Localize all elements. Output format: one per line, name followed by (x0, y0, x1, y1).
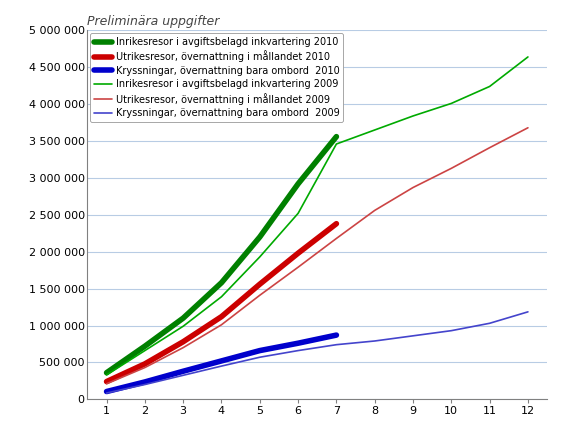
Utrikesresor, övernattning i mållandet 2009 (295, 265, 302, 270)
Inrikesresor i avgiftsbelagd inkvartering 2009 (218, 294, 225, 299)
Legend: Inrikesresor i avgiftsbelagd inkvartering 2010, Utrikesresor, övernattning i mål: Inrikesresor i avgiftsbelagd inkvarterin… (90, 33, 343, 122)
Line: Kryssningar, övernattning bara ombord  2010: Kryssningar, övernattning bara ombord 20… (107, 335, 336, 391)
Inrikesresor i avgiftsbelagd inkvartering 2009 (257, 254, 263, 260)
Inrikesresor i avgiftsbelagd inkvartering 2009 (333, 141, 340, 147)
Kryssningar, övernattning bara ombord  2010 (142, 379, 148, 385)
Kryssningar, övernattning bara ombord  2009 (180, 373, 187, 378)
Line: Kryssningar, övernattning bara ombord  2009: Kryssningar, övernattning bara ombord 20… (107, 312, 528, 393)
Utrikesresor, övernattning i mållandet 2009 (486, 145, 493, 150)
Utrikesresor, övernattning i mållandet 2009 (142, 365, 148, 370)
Kryssningar, övernattning bara ombord  2010 (295, 341, 302, 346)
Kryssningar, övernattning bara ombord  2010 (103, 389, 110, 394)
Kryssningar, övernattning bara ombord  2009 (218, 364, 225, 369)
Inrikesresor i avgiftsbelagd inkvartering 2009 (525, 54, 531, 59)
Inrikesresor i avgiftsbelagd inkvartering 2009 (180, 324, 187, 329)
Inrikesresor i avgiftsbelagd inkvartering 2009 (371, 128, 378, 133)
Inrikesresor i avgiftsbelagd inkvartering 2010 (333, 134, 340, 139)
Kryssningar, övernattning bara ombord  2009 (525, 309, 531, 315)
Inrikesresor i avgiftsbelagd inkvartering 2010 (142, 344, 148, 349)
Kryssningar, övernattning bara ombord  2009 (295, 348, 302, 353)
Utrikesresor, övernattning i mållandet 2009 (448, 166, 455, 171)
Line: Inrikesresor i avgiftsbelagd inkvartering 2010: Inrikesresor i avgiftsbelagd inkvarterin… (107, 137, 336, 373)
Inrikesresor i avgiftsbelagd inkvartering 2009 (448, 101, 455, 106)
Utrikesresor, övernattning i mållandet 2010 (257, 282, 263, 287)
Inrikesresor i avgiftsbelagd inkvartering 2010 (180, 316, 187, 321)
Kryssningar, övernattning bara ombord  2010 (180, 368, 187, 374)
Utrikesresor, övernattning i mållandet 2009 (218, 322, 225, 327)
Utrikesresor, övernattning i mållandet 2009 (409, 185, 416, 190)
Utrikesresor, övernattning i mållandet 2009 (180, 345, 187, 350)
Utrikesresor, övernattning i mållandet 2009 (103, 381, 110, 386)
Inrikesresor i avgiftsbelagd inkvartering 2010 (103, 370, 110, 375)
Utrikesresor, övernattning i mållandet 2010 (218, 314, 225, 319)
Line: Utrikesresor, övernattning i mållandet 2010: Utrikesresor, övernattning i mållandet 2… (107, 224, 336, 381)
Utrikesresor, övernattning i mållandet 2010 (180, 339, 187, 344)
Utrikesresor, övernattning i mållandet 2009 (525, 125, 531, 130)
Inrikesresor i avgiftsbelagd inkvartering 2009 (295, 211, 302, 216)
Utrikesresor, övernattning i mållandet 2009 (257, 293, 263, 298)
Kryssningar, övernattning bara ombord  2010 (333, 332, 340, 338)
Utrikesresor, övernattning i mållandet 2009 (371, 208, 378, 213)
Kryssningar, övernattning bara ombord  2010 (257, 348, 263, 353)
Kryssningar, övernattning bara ombord  2009 (333, 342, 340, 347)
Kryssningar, övernattning bara ombord  2009 (486, 321, 493, 326)
Utrikesresor, övernattning i mållandet 2009 (333, 236, 340, 241)
Inrikesresor i avgiftsbelagd inkvartering 2009 (409, 113, 416, 118)
Kryssningar, övernattning bara ombord  2009 (142, 382, 148, 387)
Inrikesresor i avgiftsbelagd inkvartering 2010 (295, 181, 302, 187)
Inrikesresor i avgiftsbelagd inkvartering 2010 (218, 280, 225, 285)
Inrikesresor i avgiftsbelagd inkvartering 2010 (257, 234, 263, 240)
Utrikesresor, övernattning i mållandet 2010 (295, 250, 302, 256)
Kryssningar, övernattning bara ombord  2009 (103, 391, 110, 396)
Utrikesresor, övernattning i mållandet 2010 (103, 379, 110, 384)
Kryssningar, övernattning bara ombord  2009 (409, 333, 416, 339)
Inrikesresor i avgiftsbelagd inkvartering 2009 (142, 348, 148, 353)
Utrikesresor, övernattning i mållandet 2010 (333, 221, 340, 226)
Kryssningar, övernattning bara ombord  2009 (257, 355, 263, 360)
Utrikesresor, övernattning i mållandet 2010 (142, 361, 148, 366)
Line: Utrikesresor, övernattning i mållandet 2009: Utrikesresor, övernattning i mållandet 2… (107, 128, 528, 384)
Inrikesresor i avgiftsbelagd inkvartering 2009 (103, 372, 110, 378)
Kryssningar, övernattning bara ombord  2009 (371, 339, 378, 344)
Inrikesresor i avgiftsbelagd inkvartering 2009 (486, 84, 493, 89)
Kryssningar, övernattning bara ombord  2009 (448, 328, 455, 333)
Kryssningar, övernattning bara ombord  2010 (218, 358, 225, 364)
Text: Preliminära uppgifter: Preliminära uppgifter (87, 15, 220, 28)
Line: Inrikesresor i avgiftsbelagd inkvartering 2009: Inrikesresor i avgiftsbelagd inkvarterin… (107, 57, 528, 375)
